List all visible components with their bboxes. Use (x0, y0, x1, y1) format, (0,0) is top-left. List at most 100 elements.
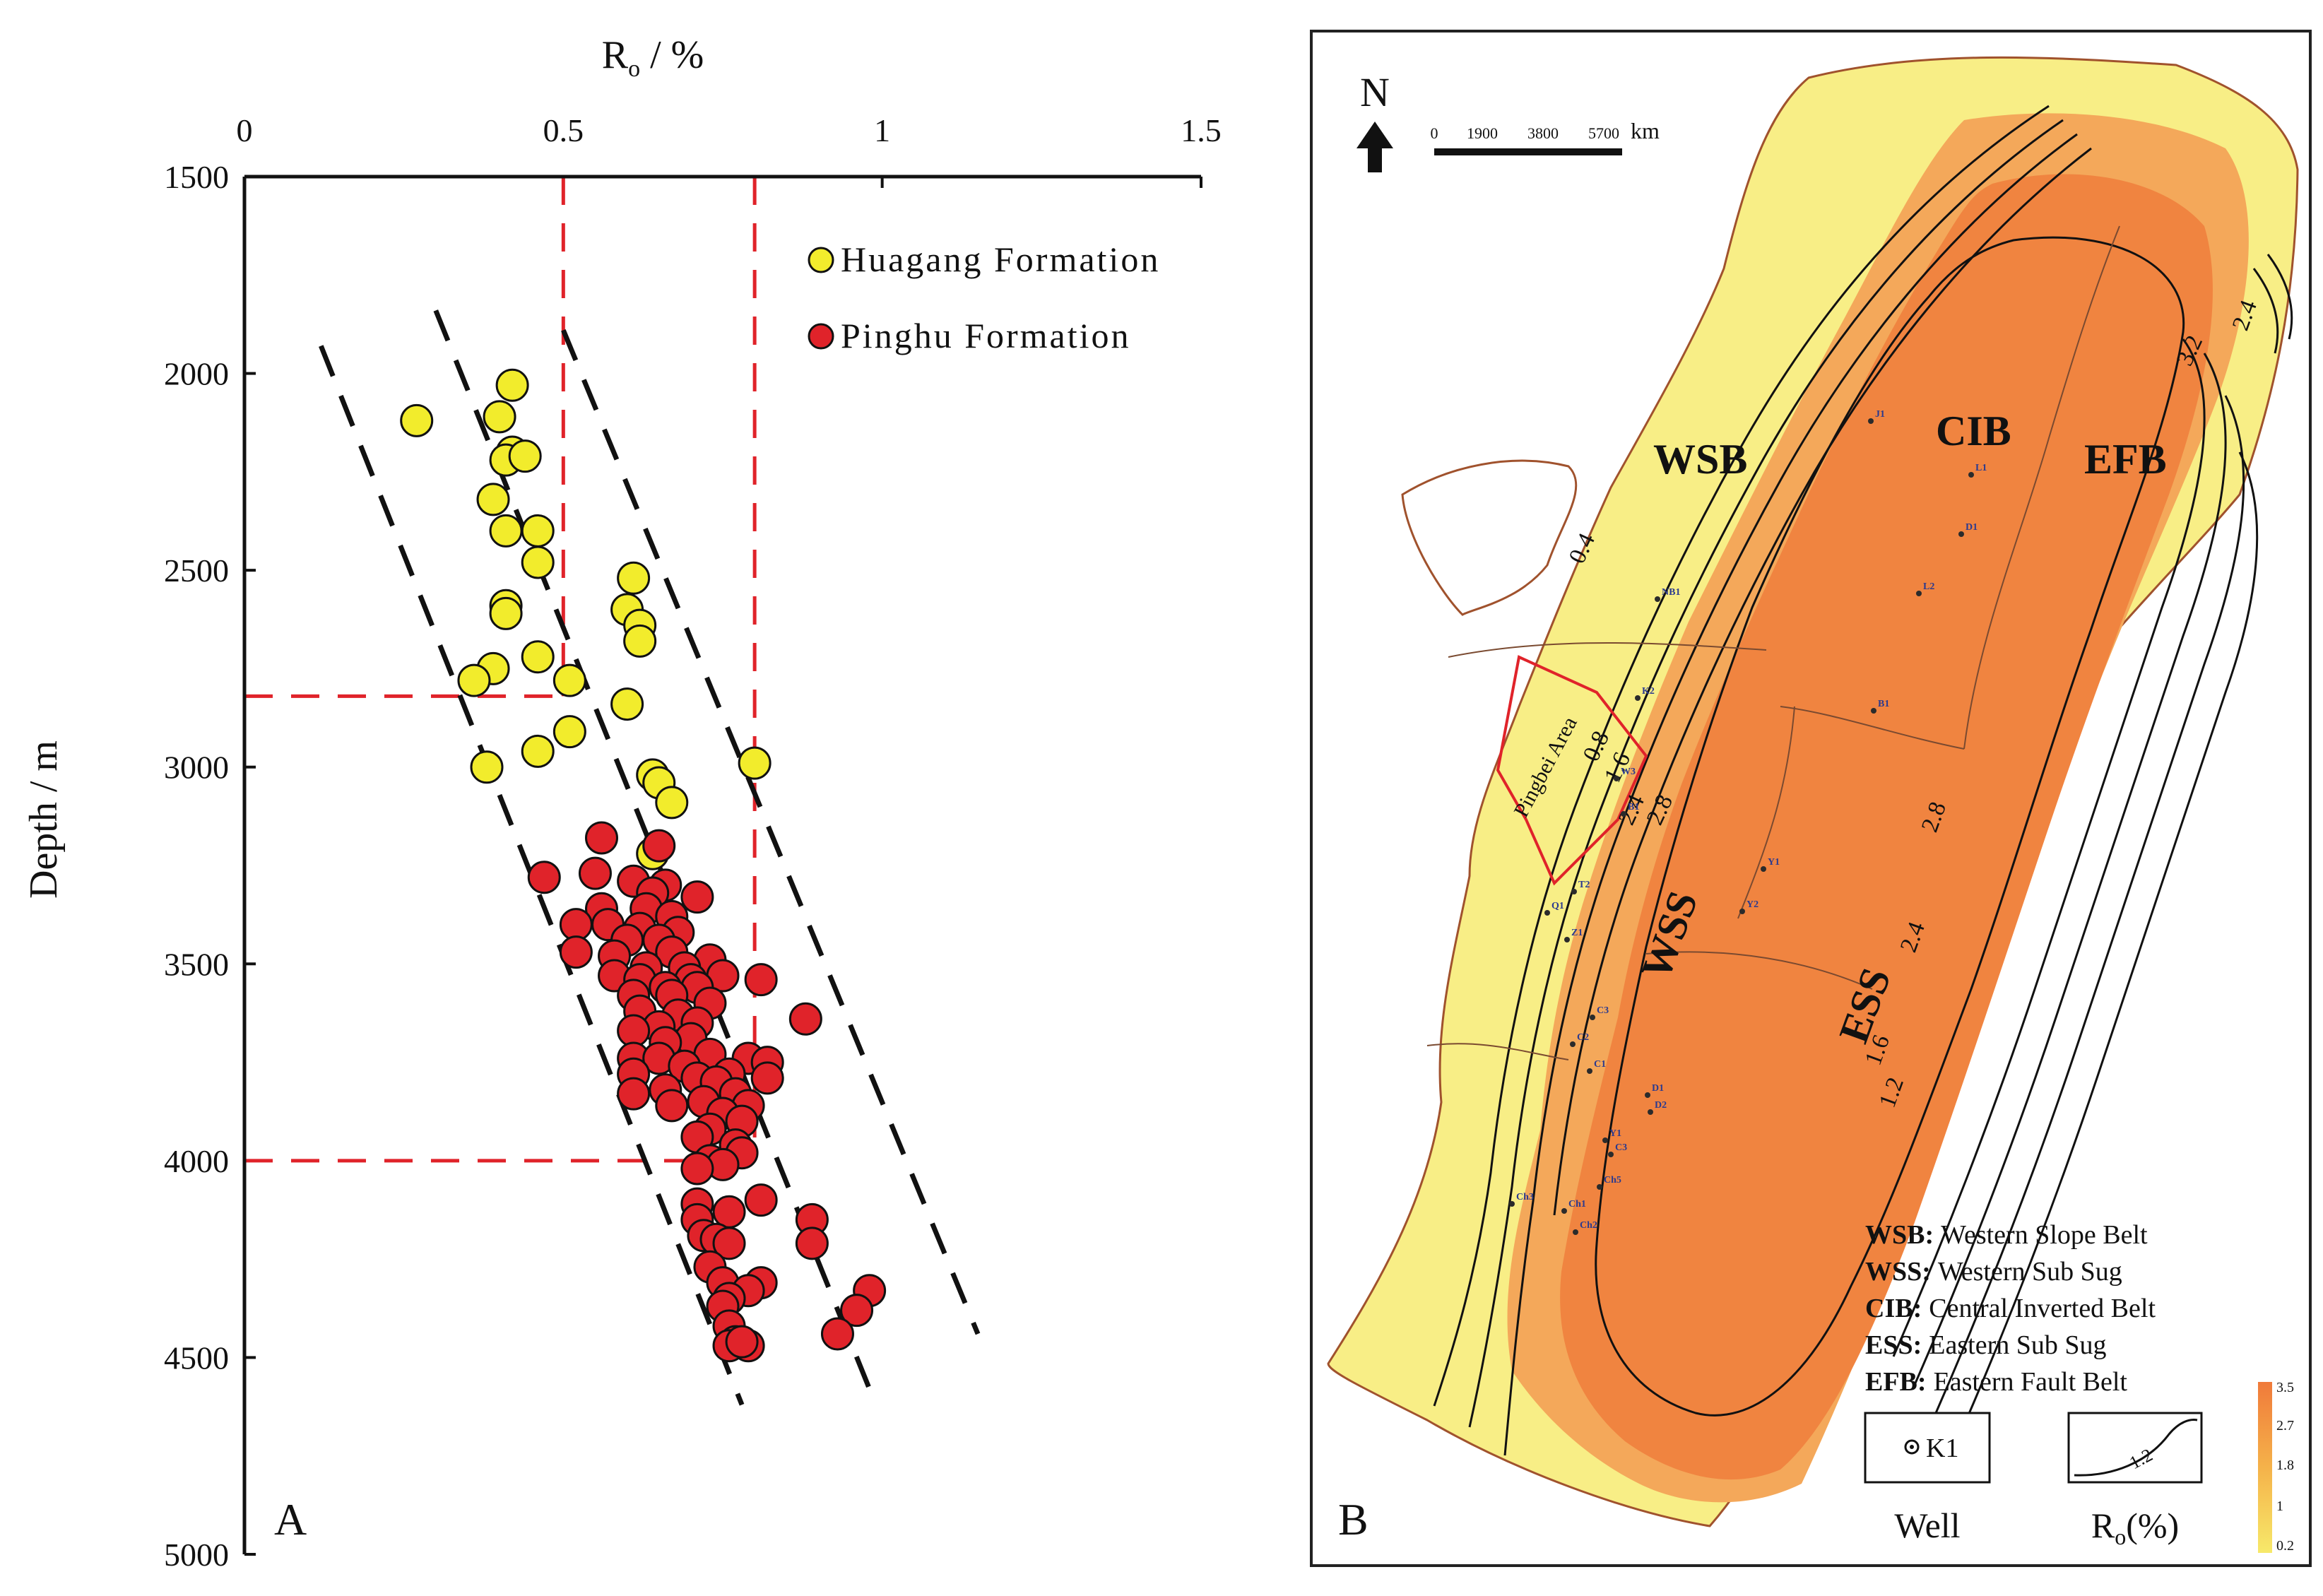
panel-label-b: B (1338, 1494, 1369, 1544)
well-label: D1 (1966, 522, 1978, 533)
y-tick-label: 3500 (164, 946, 229, 982)
point-huagang (483, 400, 516, 434)
well-label: B1 (1878, 699, 1889, 709)
well-label: C3 (1615, 1142, 1627, 1153)
key-entry-cib: CIB: Central Inverted Belt (1865, 1294, 2156, 1323)
well-marker (1590, 1015, 1595, 1020)
scale-tick-label: 1900 (1467, 124, 1498, 142)
structural-boundaries (1426, 225, 2120, 1060)
point-huagang (738, 746, 772, 780)
key-entry-wss: WSS: Western Sub Sug (1865, 1257, 2122, 1287)
scale-tick-label: 0 (1431, 124, 1438, 142)
point-pinghu (750, 1061, 784, 1095)
point-pinghu (795, 1226, 829, 1260)
point-huagang (552, 715, 586, 749)
scale-unit-label: km (1631, 118, 1660, 143)
well-label: K2 (1642, 686, 1655, 697)
point-pinghu (744, 963, 778, 997)
colorbar (2258, 1382, 2272, 1553)
well-label: Ch1 (1568, 1199, 1586, 1210)
well-label: L1 (1975, 463, 1987, 473)
ro-caption: Ro(%) (2091, 1506, 2179, 1549)
well-label: L2 (1923, 581, 1934, 592)
well-label: B1 (1628, 802, 1639, 812)
point-huagang (552, 663, 586, 697)
well-marker (1968, 472, 1974, 478)
well-label: Ch5 (1604, 1175, 1621, 1186)
legend-marker-pinghu (808, 323, 834, 350)
pingbei-area-outline (1496, 655, 1648, 886)
point-pinghu (840, 1294, 874, 1328)
well-marker (1597, 1184, 1602, 1190)
well-label: C2 (1577, 1032, 1589, 1043)
well-symbol-box (1864, 1412, 1991, 1484)
well-marker (1871, 708, 1876, 714)
well-label: Q1 (1551, 901, 1564, 911)
well-marker (1739, 909, 1745, 914)
well-label: NB1 (1662, 587, 1680, 598)
data-points (400, 368, 887, 1363)
well-marker (1655, 596, 1660, 602)
point-huagang (400, 403, 434, 437)
well-label: D1 (1652, 1083, 1664, 1094)
well-label: Y1 (1768, 857, 1780, 868)
point-pinghu (655, 1089, 689, 1123)
point-pinghu (712, 1195, 746, 1229)
contour-lines (1433, 105, 2293, 1456)
well-symbol-dot (1910, 1445, 1914, 1449)
reference-lines (244, 177, 757, 1163)
point-huagang (655, 786, 689, 820)
north-label: N (1360, 69, 1390, 115)
point-huagang (495, 368, 529, 402)
well-marker (1573, 1229, 1578, 1235)
well-marker (1958, 531, 1964, 537)
x-axis-label: Ro / % (602, 33, 704, 82)
key-entry-ess: ESS: Eastern Sub Sug (1865, 1330, 2107, 1360)
point-pinghu (617, 1014, 651, 1048)
y-tick-label: 1500 (164, 159, 229, 195)
y-tick-label: 2000 (164, 356, 229, 392)
legend-label-pinghu: Pinghu Formation (841, 316, 1131, 355)
point-huagang (508, 439, 542, 473)
y-tick-label: 2500 (164, 552, 229, 589)
point-pinghu (578, 856, 612, 890)
point-pinghu (559, 908, 593, 942)
x-tick-label: 1 (874, 112, 890, 148)
y-tick-label: 4000 (164, 1143, 229, 1179)
well-label: Y2 (1746, 899, 1758, 910)
point-huagang (457, 663, 491, 697)
region-label-efb: EFB (2084, 436, 2167, 483)
well-label: C3 (1597, 1005, 1609, 1016)
point-huagang (610, 687, 644, 721)
colorbar-tick: 0.2 (2276, 1538, 2294, 1554)
point-pinghu (744, 1183, 778, 1217)
point-pinghu (712, 1226, 746, 1260)
point-huagang (521, 734, 555, 768)
well-marker (1564, 937, 1570, 942)
well-label: C1 (1594, 1059, 1606, 1070)
well-markers: J1 L1 D1 L2 NB1 K2 B1 W3 B1 Y1 Y2 Q1 T2 Z1 C3 C2 C1 D1 D2 Y… (1509, 409, 1987, 1235)
north-arrow-icon (1356, 122, 1393, 172)
point-pinghu (725, 1325, 759, 1359)
point-huagang (521, 514, 555, 548)
point-pinghu (559, 935, 593, 969)
colorbar-tick: 2.7 (2276, 1418, 2294, 1434)
well-marker (1761, 866, 1766, 872)
well-label: Z1 (1571, 928, 1583, 938)
point-huagang (521, 545, 555, 579)
legend: Huagang Formation Pinghu Formation (808, 240, 1158, 355)
scale-bar-fill (1434, 148, 1622, 155)
well-symbol-icon (1904, 1439, 1920, 1455)
well-marker (1614, 776, 1619, 781)
point-pinghu (820, 1317, 854, 1351)
colorbar-tick: 1.8 (2276, 1458, 2294, 1473)
panel-label-a: A (274, 1494, 307, 1544)
well-marker (1621, 811, 1626, 817)
axis-ticks: 0 0.5 1 1.5 1500 2000 2500 3000 3500 4000 4500 5000 (164, 112, 1222, 1573)
region-label-cib: CIB (1936, 408, 2011, 454)
well-label: W3 (1621, 767, 1636, 777)
well-label: D2 (1655, 1100, 1667, 1111)
point-pinghu (680, 1152, 714, 1186)
point-pinghu (680, 880, 714, 914)
